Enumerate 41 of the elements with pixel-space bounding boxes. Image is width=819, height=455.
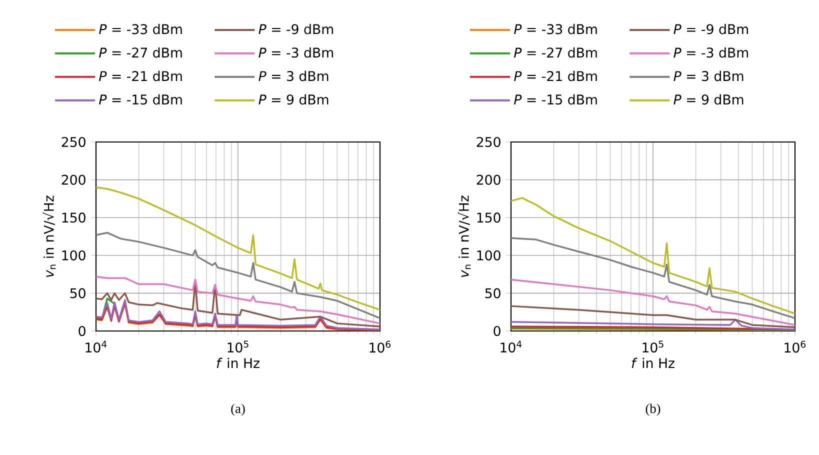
x-tick-label: 10$^{4}$	[500, 340, 522, 353]
y-axis-title: v$_{n}$ in nV/√Hz	[42, 196, 56, 277]
legend-label: P = -3 dBm	[258, 47, 333, 58]
y-axis-title: v$_{n}$ in nV/√Hz	[458, 196, 471, 277]
y-tick-label: 150	[477, 212, 500, 223]
legend-label: P = 3 dBm	[258, 70, 328, 82]
y-tick-label: 250	[476, 136, 500, 148]
x-tick-label: 10$^{6}$	[370, 340, 391, 353]
line-series	[96, 298, 116, 320]
x-tick-label: 10$^{6}$	[784, 340, 806, 353]
legend-label: P = -9 dBm	[674, 24, 748, 34]
x-tick-label: 10$^{5}$	[228, 340, 248, 353]
legend-label: P = -15 dBm	[99, 94, 182, 105]
y-tick-label: 50	[485, 288, 500, 298]
x-axis-title: f in Hz	[632, 358, 674, 368]
legend-label: P = -15 dBm	[514, 94, 597, 105]
y-tick-label: 250	[62, 136, 86, 148]
y-tick-label: 200	[62, 174, 86, 185]
legend-label: P = 3 dBm	[674, 70, 744, 82]
legend-label: P = -9 dBm	[258, 24, 333, 34]
x-tick-label: 10$^{5}$	[642, 340, 664, 353]
y-tick-label: 0	[494, 326, 500, 336]
legend-label: P = -33 dBm	[514, 24, 597, 34]
text: (a)	[231, 404, 245, 416]
y-tick-label: 150	[62, 212, 86, 223]
x-tick-label: 10$^{4}$	[86, 340, 107, 353]
x-axis-title: f in Hz	[216, 358, 260, 368]
legend-label: P = 9 dBm	[258, 94, 328, 105]
legend-label: P = -27 dBm	[99, 47, 182, 58]
y-tick-label: 100	[477, 250, 500, 260]
legend-label: P = 9 dBm	[674, 94, 744, 105]
legend-label: P = -33 dBm	[99, 24, 182, 34]
legend-label: P = -27 dBm	[514, 47, 597, 58]
y-tick-label: 50	[70, 288, 86, 298]
text: (b)	[646, 404, 660, 416]
y-tick-label: 100	[62, 250, 86, 260]
legend-label: P = -21 dBm	[514, 70, 597, 82]
legend-label: P = -3 dBm	[674, 47, 748, 58]
legend-label: P = -21 dBm	[99, 70, 182, 82]
y-tick-label: 0	[78, 326, 86, 336]
y-tick-label: 200	[476, 174, 500, 185]
